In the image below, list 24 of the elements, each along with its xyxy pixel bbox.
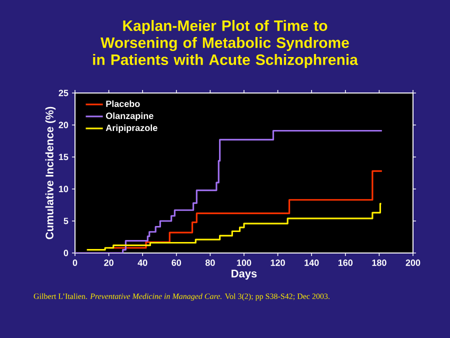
x-tick-label: 80 [205,260,215,266]
legend-label: Olanzapine [106,112,154,121]
x-axis-title: Days [232,270,257,280]
y-tick-label: 10 [59,186,68,192]
x-tick-label: 160 [338,260,353,266]
legend-label: Placebo [106,100,140,108]
x-tick-label: 140 [304,260,319,266]
chart-title: Kaplan-Meier Plot of Time to Worsening of Metabolic Syndrome in Patients with Acute Schizophrenia [93,20,358,68]
legend-label: Aripiprazole [106,124,158,133]
y-tick-label: 15 [59,154,68,160]
x-tick-label: 180 [372,260,386,266]
x-tick-label: 200 [406,260,420,266]
x-tick-label: 60 [172,260,182,266]
x-tick-label: 100 [237,260,252,266]
y-tick-label: 20 [58,122,68,128]
y-axis-title: Cumulative Incidence (%) [45,106,56,240]
y-tick-label: 0 [64,250,68,256]
x-tick-label: 20 [104,260,114,266]
y-tick-label: 25 [58,90,68,96]
y-tick-label: 5 [64,218,68,224]
x-tick-label: 0 [72,260,78,266]
text: Gilbert L’Italien. Preventative Medicine in Managed Care. Vol 3(2); pp S38-S42; Dec 2003. [34,293,330,301]
x-tick-label: 120 [270,260,285,266]
x-tick-label: 40 [138,260,148,266]
